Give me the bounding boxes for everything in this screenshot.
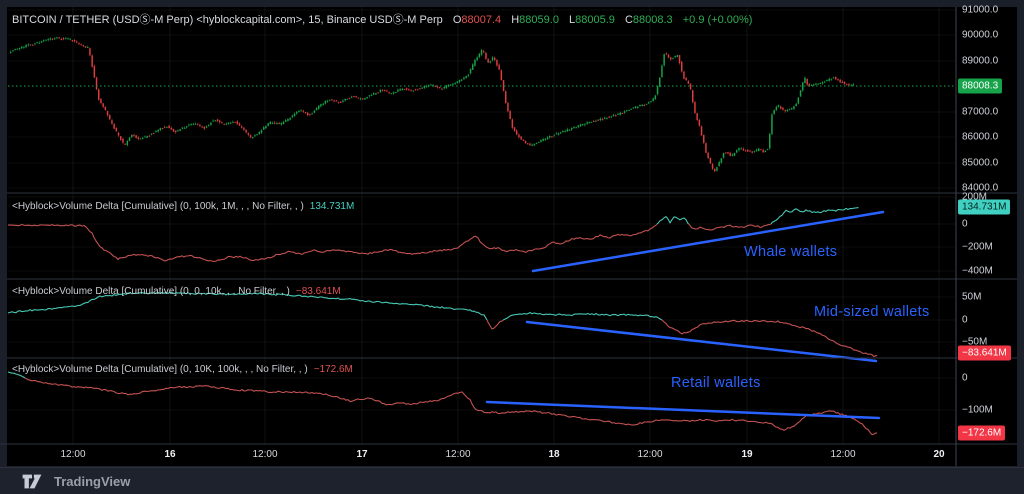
volume-delta-line-whale[interactable] <box>8 206 859 263</box>
trend-line[interactable] <box>531 210 885 273</box>
low-label: L <box>569 14 576 26</box>
price-axis-label: 0 <box>962 218 968 230</box>
open-label: O <box>452 14 462 26</box>
close-label: C <box>624 14 633 26</box>
indicator-title-whale[interactable]: <Hyblock>Volume Delta [Cumulative] (0, 1… <box>12 201 354 212</box>
indicator-mid-value: −83.641M <box>295 286 341 297</box>
mid-value-badge: −83.641M <box>958 345 1011 361</box>
price-axis-label: −200M <box>962 241 993 253</box>
high-value: 88059.0 <box>519 14 559 26</box>
annotation-mid-wallets[interactable]: Mid-sized wallets <box>814 304 930 320</box>
indicator-whale-value: 134.731M <box>309 201 355 212</box>
price-axis-label: 200M <box>962 191 988 203</box>
indicator-title-retail[interactable]: <Hyblock>Volume Delta [Cumulative] (0, 1… <box>12 364 353 375</box>
price-axis-label: −100M <box>962 404 993 416</box>
price-axis-label: 0 <box>962 372 968 384</box>
indicator-title-mid[interactable]: <Hyblock>Volume Delta [Cumulative] (0, 0… <box>12 286 341 297</box>
time-axis-label: 12:00 <box>445 449 471 460</box>
trend-line[interactable] <box>485 400 881 420</box>
tradingview-logo-icon <box>22 474 42 489</box>
time-axis-label: 12:00 <box>637 449 663 460</box>
chart-background <box>7 7 1017 466</box>
price-axis-label: −50M <box>962 336 988 348</box>
footer-bar: TradingView <box>0 467 1024 494</box>
price-axis-label: 84000.0 <box>962 182 999 194</box>
price-axis-label: −400M <box>962 265 993 277</box>
indicator-mid-label: <Hyblock>Volume Delta [Cumulative] (0, 0… <box>12 286 290 297</box>
indicator-retail-label: <Hyblock>Volume Delta [Cumulative] (0, 1… <box>12 364 308 375</box>
trend-line[interactable] <box>525 320 878 363</box>
price-axis-label: 89000.0 <box>962 55 999 67</box>
volume-delta-line-mid[interactable] <box>7 291 878 358</box>
tradingview-logo[interactable]: TradingView <box>22 474 130 489</box>
price-axis-label: 87000.0 <box>962 106 999 118</box>
symbol-title[interactable]: BITCOIN / TETHER (USDⓈ-M Perp) <hyblockc… <box>12 14 443 26</box>
time-axis-label: 12:00 <box>60 449 86 460</box>
time-axis-label: 19 <box>741 449 753 460</box>
price-axis-label: 91000.0 <box>962 4 999 16</box>
tradingview-brand-text: TradingView <box>54 474 131 489</box>
indicator-retail-value: −172.6M <box>313 364 353 375</box>
time-axis-label: 20 <box>933 449 945 460</box>
symbol-header[interactable]: BITCOIN / TETHER (USDⓈ-M Perp) <hyblockc… <box>12 11 752 27</box>
whale-value-badge: 134.731M <box>958 199 1011 215</box>
last-price-badge: 88008.3 <box>958 78 1003 94</box>
price-axis-label: 50M <box>962 291 982 303</box>
low-value: 88005.9 <box>575 14 615 26</box>
price-axis-label: 90000.0 <box>962 29 999 41</box>
grid-lines <box>8 7 955 444</box>
annotation-whale-wallets[interactable]: Whale wallets <box>744 244 838 260</box>
open-value: 88007.4 <box>461 14 502 26</box>
time-axis-label: 17 <box>356 449 368 460</box>
time-axis-label: 12:00 <box>830 449 856 460</box>
time-axis-label: 18 <box>548 449 560 460</box>
change-value: +0.9 (+0.00%) <box>682 14 753 26</box>
candlestick-series[interactable] <box>10 36 855 173</box>
price-axis-label: 85000.0 <box>962 157 999 169</box>
retail-value-badge: −172.6M <box>958 425 1006 441</box>
price-axis-label: 0 <box>962 314 968 326</box>
high-label: H <box>511 14 520 26</box>
annotation-retail-wallets[interactable]: Retail wallets <box>671 375 761 391</box>
indicator-whale-label: <Hyblock>Volume Delta [Cumulative] (0, 1… <box>12 201 304 212</box>
time-axis-label: 12:00 <box>252 449 278 460</box>
volume-delta-line-retail[interactable] <box>7 371 878 436</box>
time-axis-label: 16 <box>164 449 176 460</box>
price-axis-label: 86000.0 <box>962 131 999 143</box>
close-value: 88008.3 <box>632 14 673 26</box>
